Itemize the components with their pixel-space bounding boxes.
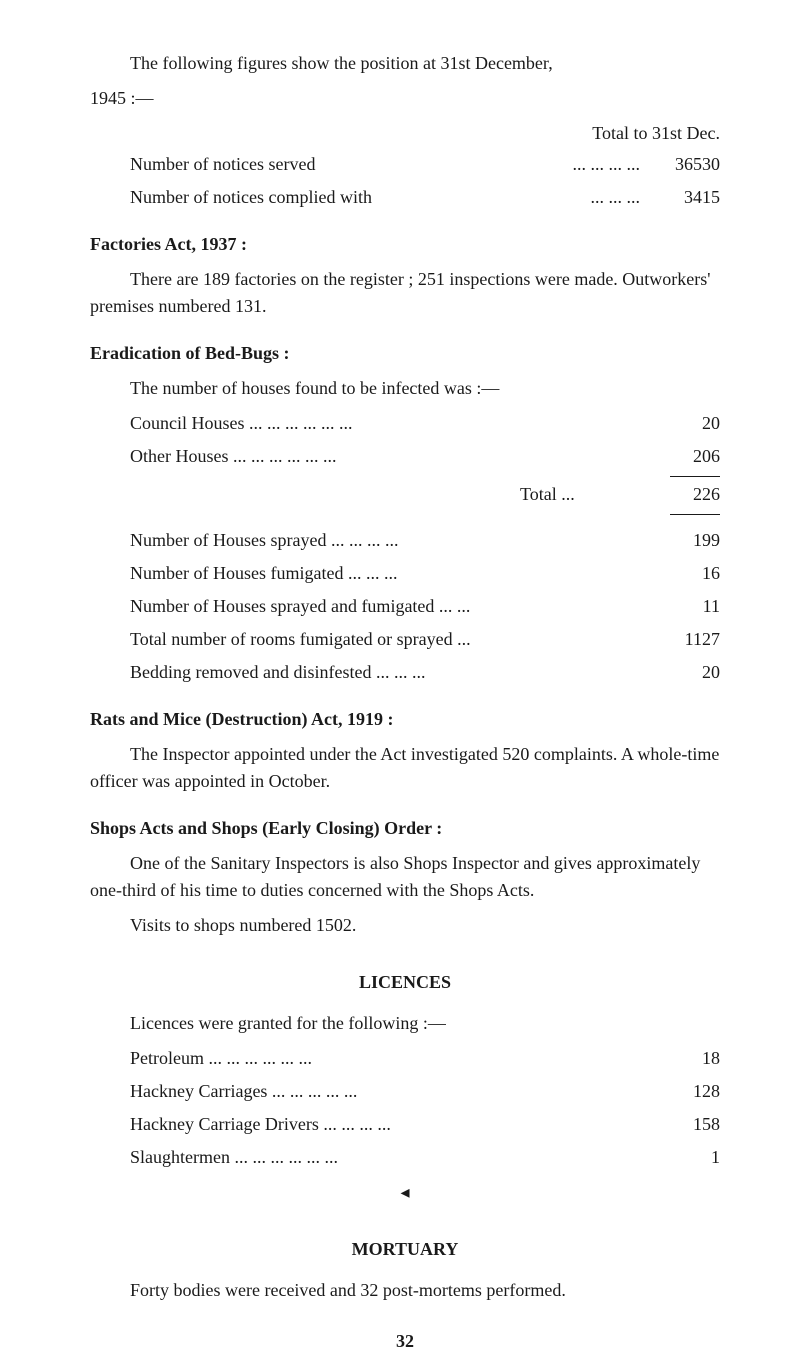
- bedbugs-total-label: Total ...: [520, 481, 640, 508]
- licences-petroleum-label: Petroleum ... ... ... ... ... ...: [130, 1045, 640, 1072]
- notices-served-label: Number of notices served: [130, 151, 573, 178]
- rats-body: The Inspector appointed under the Act in…: [90, 741, 720, 795]
- notices-complied-dots: ... ... ...: [591, 184, 641, 211]
- bedbugs-fumigated-row: Number of Houses fumigated ... ... ... 1…: [130, 560, 720, 587]
- mortuary-body: Forty bodies were received and 32 post-m…: [90, 1277, 720, 1304]
- intro-line1: The following figures show the position …: [90, 50, 720, 77]
- shops-body1: One of the Sanitary Inspectors is also S…: [90, 850, 720, 904]
- bedbugs-total-row: Total ... 226: [130, 481, 720, 508]
- notices-complied-label: Number of notices complied with: [130, 184, 591, 211]
- licences-hackney-value: 128: [640, 1078, 720, 1105]
- bedbugs-sprayed-label: Number of Houses sprayed ... ... ... ...: [130, 527, 640, 554]
- bedbugs-roomstotal-label: Total number of rooms fumigated or spray…: [130, 626, 640, 653]
- licences-slaughtermen-value: 1: [640, 1144, 720, 1171]
- bedbugs-heading: Eradication of Bed-Bugs :: [90, 340, 720, 367]
- bedbugs-council-label: Council Houses ... ... ... ... ... ...: [130, 410, 640, 437]
- licences-slaughtermen-label: Slaughtermen ... ... ... ... ... ...: [130, 1144, 640, 1171]
- shops-body2: Visits to shops numbered 1502.: [90, 912, 720, 939]
- bedbugs-other-row: Other Houses ... ... ... ... ... ... 206: [130, 443, 720, 470]
- bedbugs-intro: The number of houses found to be infecte…: [130, 375, 720, 402]
- licences-heading: LICENCES: [90, 969, 720, 996]
- mortuary-heading: MORTUARY: [90, 1236, 720, 1263]
- bedbugs-total-value: 226: [640, 481, 720, 508]
- licences-intro: Licences were granted for the following …: [130, 1010, 720, 1037]
- bedbugs-fumigated-value: 16: [640, 560, 720, 587]
- bedbugs-total-rule-above: [670, 476, 720, 477]
- notices-served-value: 36530: [640, 151, 720, 178]
- bedbugs-bedding-row: Bedding removed and disinfested ... ... …: [130, 659, 720, 686]
- shops-heading: Shops Acts and Shops (Early Closing) Ord…: [90, 815, 720, 842]
- bedbugs-other-value: 206: [640, 443, 720, 470]
- factories-heading: Factories Act, 1937 :: [90, 231, 720, 258]
- page-number: 32: [90, 1328, 720, 1355]
- notices-served-dots: ... ... ... ...: [573, 151, 641, 178]
- notices-served-row: Number of notices served ... ... ... ...…: [130, 151, 720, 178]
- bedbugs-council-row: Council Houses ... ... ... ... ... ... 2…: [130, 410, 720, 437]
- factories-body: There are 189 factories on the register …: [90, 266, 720, 320]
- bedbugs-sprayed-row: Number of Houses sprayed ... ... ... ...…: [130, 527, 720, 554]
- licences-hackney-row: Hackney Carriages ... ... ... ... ... 12…: [130, 1078, 720, 1105]
- bedbugs-roomstotal-row: Total number of rooms fumigated or spray…: [130, 626, 720, 653]
- licences-hackney-label: Hackney Carriages ... ... ... ... ...: [130, 1078, 640, 1105]
- total-header: Total to 31st Dec.: [90, 120, 720, 147]
- bedbugs-sprayedfumigated-label: Number of Houses sprayed and fumigated .…: [130, 593, 640, 620]
- rats-heading: Rats and Mice (Destruction) Act, 1919 :: [90, 706, 720, 733]
- licences-petroleum-value: 18: [640, 1045, 720, 1072]
- mortuary-glyph: ◂: [90, 1179, 720, 1206]
- bedbugs-sprayed-value: 199: [640, 527, 720, 554]
- notices-complied-row: Number of notices complied with ... ... …: [130, 184, 720, 211]
- bedbugs-bedding-label: Bedding removed and disinfested ... ... …: [130, 659, 640, 686]
- intro-line2: 1945 :—: [90, 85, 720, 112]
- licences-hackneydrivers-row: Hackney Carriage Drivers ... ... ... ...…: [130, 1111, 720, 1138]
- intro-paragraph: The following figures show the position …: [90, 50, 720, 112]
- licences-hackneydrivers-value: 158: [640, 1111, 720, 1138]
- bedbugs-sprayedfumigated-row: Number of Houses sprayed and fumigated .…: [130, 593, 720, 620]
- licences-hackneydrivers-label: Hackney Carriage Drivers ... ... ... ...: [130, 1111, 640, 1138]
- bedbugs-roomstotal-value: 1127: [640, 626, 720, 653]
- licences-block: Licences were granted for the following …: [130, 1010, 720, 1171]
- bedbugs-total-rule-below: [670, 514, 720, 515]
- bedbugs-bedding-value: 20: [640, 659, 720, 686]
- licences-petroleum-row: Petroleum ... ... ... ... ... ... 18: [130, 1045, 720, 1072]
- notices-block: Number of notices served ... ... ... ...…: [130, 151, 720, 211]
- bedbugs-council-value: 20: [640, 410, 720, 437]
- bedbugs-fumigated-label: Number of Houses fumigated ... ... ...: [130, 560, 640, 587]
- bedbugs-block: The number of houses found to be infecte…: [130, 375, 720, 686]
- bedbugs-sprayedfumigated-value: 11: [640, 593, 720, 620]
- licences-slaughtermen-row: Slaughtermen ... ... ... ... ... ... 1: [130, 1144, 720, 1171]
- bedbugs-other-label: Other Houses ... ... ... ... ... ...: [130, 443, 640, 470]
- notices-complied-value: 3415: [640, 184, 720, 211]
